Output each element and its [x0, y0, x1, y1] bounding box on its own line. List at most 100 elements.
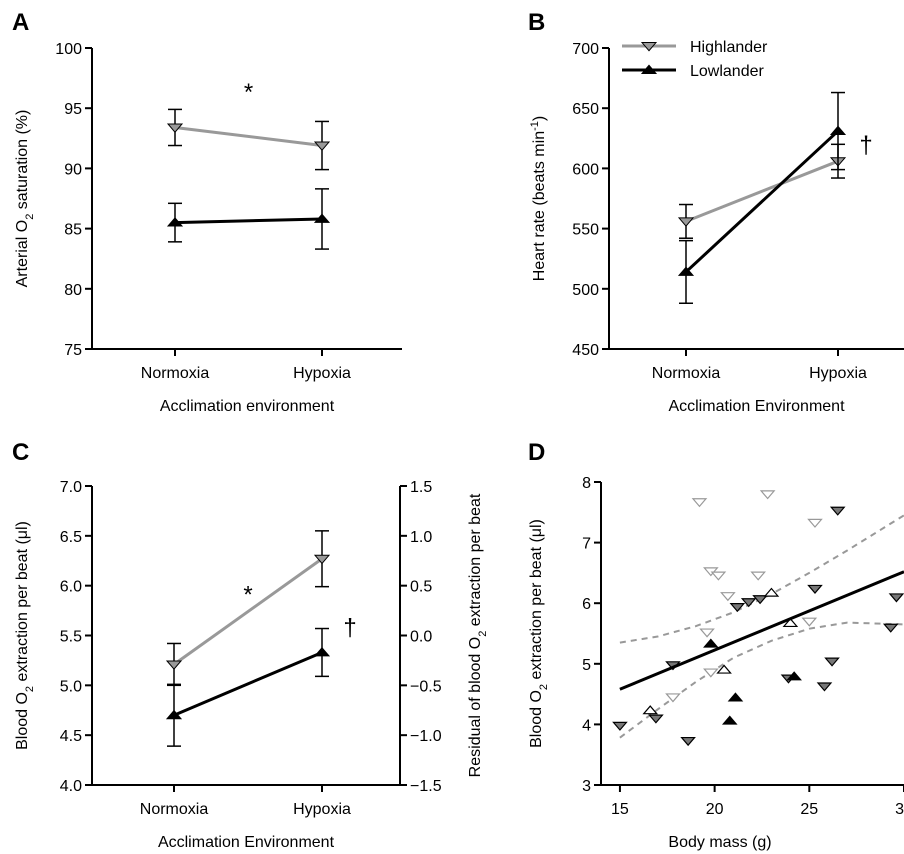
- y-tick-label-right: −0.5: [410, 678, 442, 695]
- y-tick-label: 600: [572, 161, 599, 178]
- data-point-lowlander: [166, 217, 184, 227]
- panel-c-chart: 4.0 4.5 5.0 5.5 6.0 6.5 7.0 Normoxia Hypoxia Accl…: [14, 479, 489, 851]
- scatter-point: [750, 571, 766, 581]
- y-tick-label: 7.0: [60, 479, 82, 496]
- x-tick-label: Normoxia: [140, 801, 209, 818]
- panel-d-chart: 3 4 5 6 7 8 15 20 25 30 Body mass (g) Blood O2 extr…: [528, 475, 904, 851]
- x-tick-label: 30: [895, 801, 904, 818]
- data-point-lowlander: [313, 213, 331, 223]
- y-tick-label: 6.0: [60, 579, 82, 596]
- x-tick-label: 25: [800, 801, 818, 818]
- y-tick-label-right: 1.0: [410, 529, 432, 546]
- scatter-point: [703, 668, 719, 678]
- y-tick-label: 4.0: [60, 778, 82, 795]
- scatter-point: [782, 617, 799, 628]
- scatter-point: [829, 506, 846, 516]
- y-tick-label: 90: [64, 161, 82, 178]
- y-tick-label: 95: [64, 101, 82, 118]
- y-tick-label-right: 0.5: [410, 579, 432, 596]
- scatter-point: [801, 617, 818, 627]
- scatter-point: [710, 571, 727, 581]
- panel-a-chart: 75 80 85 90 95 100 Normoxia Hypoxia Acclimation …: [14, 41, 402, 415]
- y-tick-label: 3: [582, 778, 591, 795]
- confidence-band-lower: [619, 621, 904, 739]
- y-tick-label: 650: [572, 101, 599, 118]
- y-tick-label: 100: [55, 41, 82, 58]
- series-line-lowlander: [684, 129, 840, 274]
- y-tick-label: 5.0: [60, 678, 82, 695]
- panel-label-a: A: [12, 9, 29, 36]
- scatter-point: [786, 671, 802, 681]
- significance-marker: *: [243, 582, 252, 609]
- scatter-point: [763, 587, 780, 597]
- y-tick-label-right: 1.5: [410, 479, 432, 496]
- scatter-point: [703, 638, 719, 648]
- x-axis-title: Acclimation environment: [160, 398, 335, 415]
- x-tick-label: 15: [611, 801, 629, 818]
- scatter-point: [882, 623, 899, 633]
- data-point-highlander: [165, 660, 183, 670]
- y-axis-title-right: Residual of blood O2 extraction per beat: [467, 493, 489, 777]
- x-tick-label: 20: [706, 801, 724, 818]
- scatter-point: [807, 584, 823, 594]
- x-axis-title: Body mass (g): [668, 834, 771, 851]
- legend-label: Lowlander: [690, 63, 765, 80]
- x-axis-title: Acclimation Environment: [668, 398, 845, 415]
- y-tick-label: 7: [582, 536, 591, 553]
- x-tick-label: Hypoxia: [809, 365, 867, 382]
- y-tick-label: 85: [64, 222, 82, 239]
- y-tick-label: 5: [582, 657, 591, 674]
- scatter-point: [699, 628, 715, 638]
- y-axis-title: Heart rate (beats min-1): [529, 116, 548, 281]
- y-tick-label: 550: [572, 222, 599, 239]
- x-tick-label: Normoxia: [652, 365, 721, 382]
- legend-marker: [640, 42, 658, 52]
- panel-label-b: B: [528, 9, 545, 36]
- y-tick-label-right: 0.0: [410, 629, 432, 646]
- scatter-point: [752, 595, 768, 605]
- scatter-point: [824, 657, 840, 667]
- y-tick-label: 80: [64, 282, 82, 299]
- y-tick-label: 8: [582, 475, 591, 492]
- regression-line: [619, 570, 904, 691]
- series-line-highlander: [173, 557, 323, 666]
- y-tick-label: 5.5: [60, 629, 82, 646]
- series-line-highlander: [174, 125, 323, 148]
- scatter-point: [816, 682, 833, 692]
- data-point-lowlander: [165, 709, 183, 720]
- y-tick-label: 75: [64, 342, 82, 359]
- y-tick-label: 4.5: [60, 728, 82, 745]
- significance-marker: †: [859, 132, 872, 159]
- x-tick-label: Hypoxia: [293, 801, 351, 818]
- scatter-point: [612, 721, 628, 731]
- y-tick-label-right: −1.5: [410, 778, 442, 795]
- y-axis-title: Arterial O2 saturation (%): [14, 110, 36, 288]
- significance-marker: †: [343, 615, 356, 642]
- series-line-highlander: [685, 159, 839, 223]
- scatter-point: [716, 664, 732, 674]
- scatter-point: [727, 692, 744, 702]
- x-tick-label: Normoxia: [141, 365, 210, 382]
- y-tick-label: 6: [582, 596, 591, 613]
- scatter-point: [642, 705, 659, 715]
- y-tick-label: 6.5: [60, 529, 82, 546]
- data-point-highlander: [313, 554, 331, 565]
- scatter-point: [691, 498, 708, 508]
- scatter-point: [680, 736, 696, 747]
- series-line-lowlander: [173, 651, 323, 717]
- scatter-point: [665, 693, 681, 703]
- legend-label: Highlander: [690, 39, 768, 56]
- y-tick-label: 4: [582, 717, 591, 734]
- data-point-lowlander: [677, 266, 695, 276]
- y-tick-label: 700: [572, 41, 599, 58]
- significance-marker: *: [244, 79, 253, 106]
- scatter-point: [648, 714, 664, 724]
- data-point-lowlander: [829, 125, 847, 136]
- scatter-point: [721, 715, 738, 725]
- panel-label-d: D: [528, 439, 545, 466]
- panel-b-chart: 450 500 550 600 650 700 Normoxia Hypoxia Acclima…: [529, 39, 904, 415]
- scatter-point: [729, 603, 746, 613]
- y-axis-title: Blood O2 extraction per beat (μl): [528, 519, 550, 748]
- panel-label-c: C: [12, 439, 29, 466]
